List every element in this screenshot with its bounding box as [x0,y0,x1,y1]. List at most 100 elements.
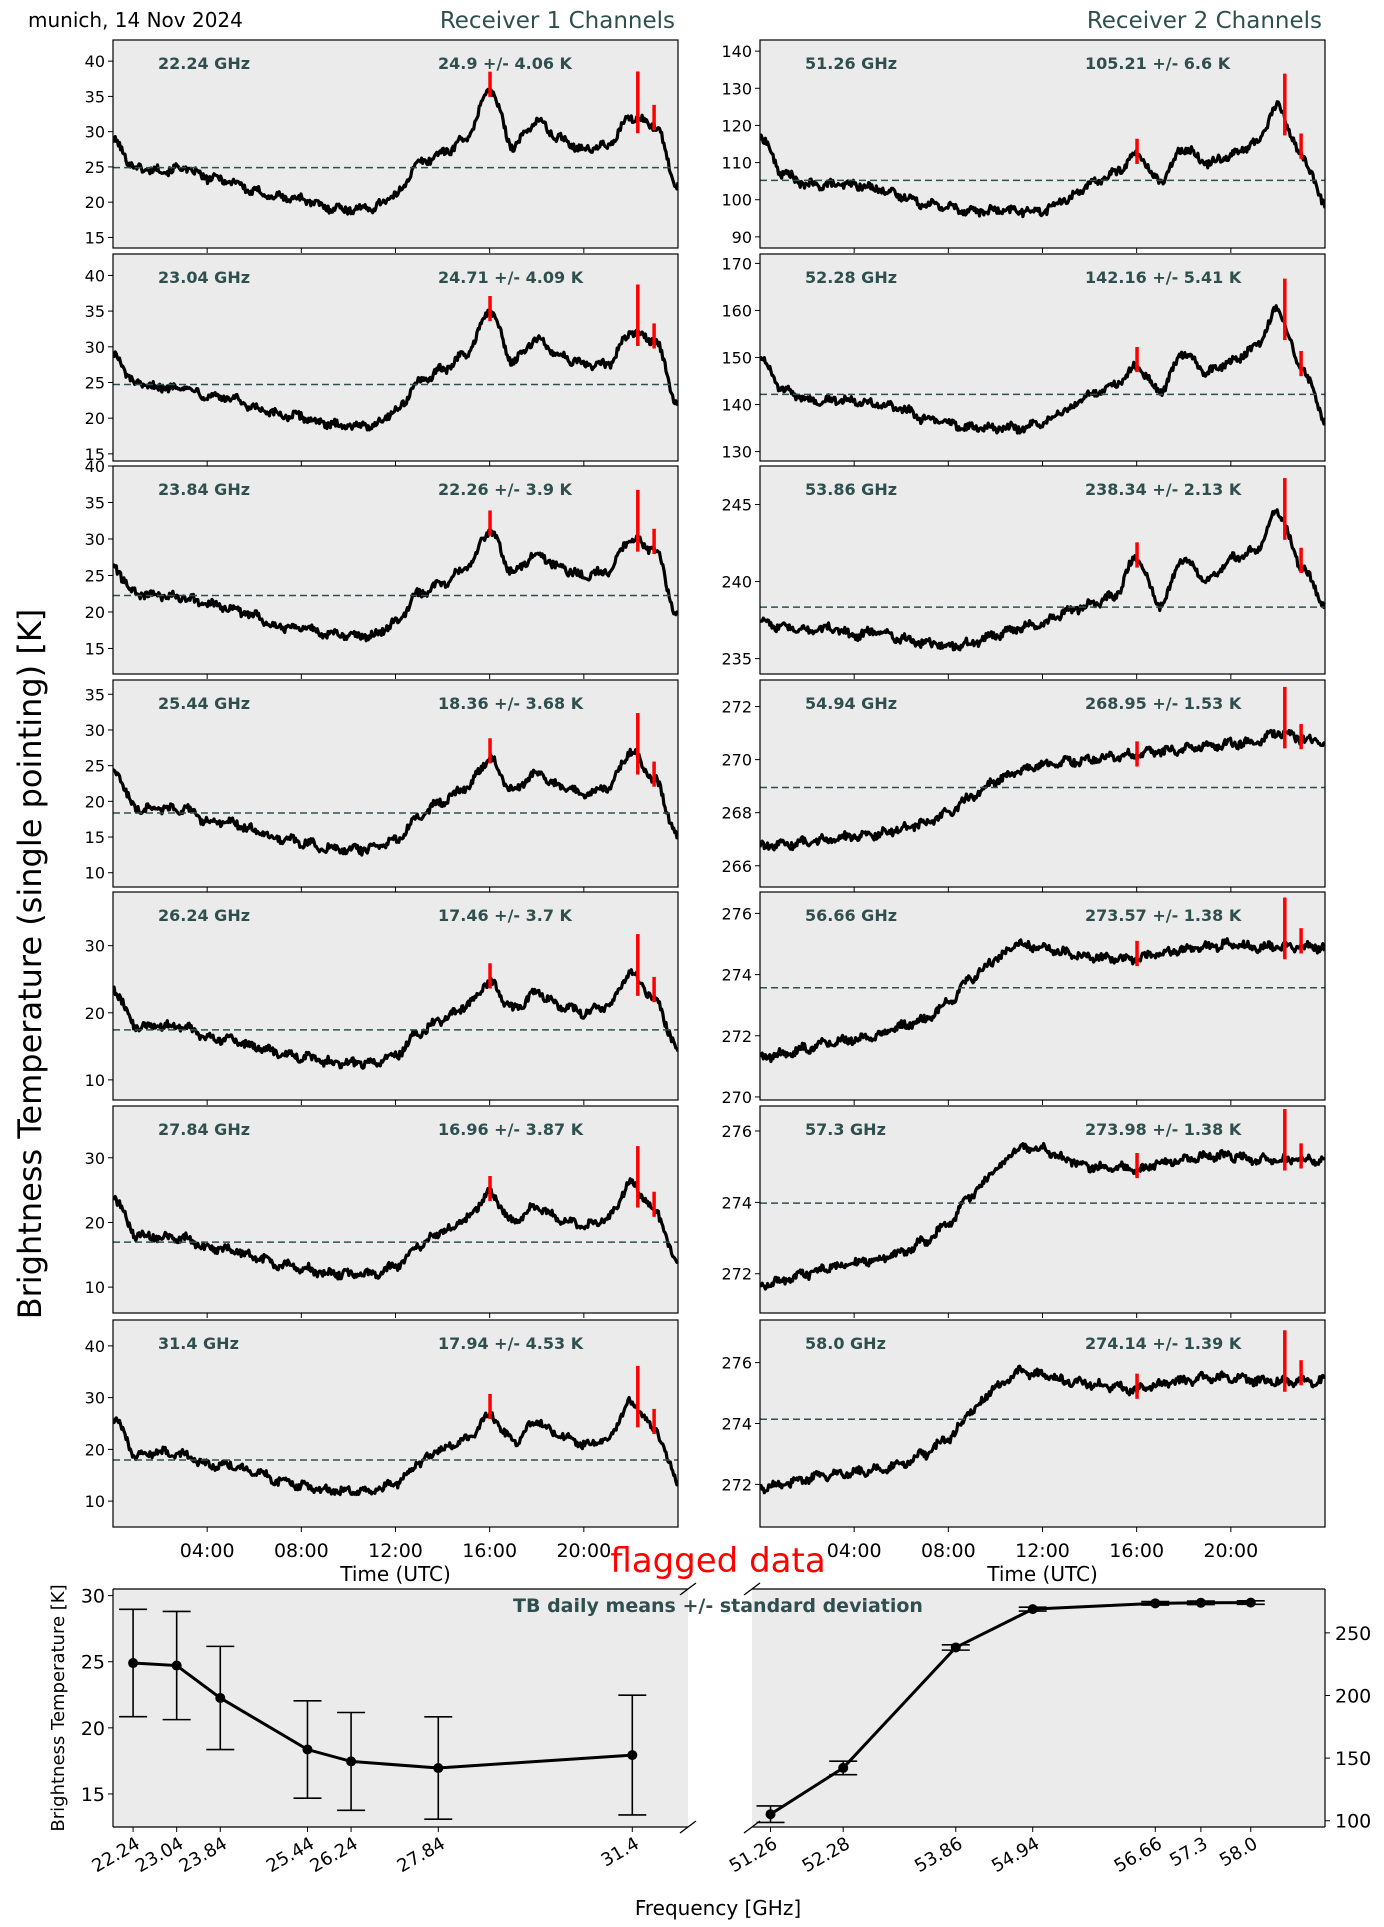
y-tick-label: 270 [721,751,752,770]
y-tick-label-right: 200 [1335,1685,1371,1707]
mean-point [838,1762,849,1773]
y-tick-label: 130 [721,79,752,98]
panel-background [113,254,678,461]
y-tick-label: 266 [721,857,752,876]
y-tick-label: 30 [85,1149,105,1168]
axis-break-gap [688,1587,752,1829]
y-tick-label: 274 [721,966,752,985]
frequency-tick-label: 23.84 [176,1833,231,1877]
panel-background [113,466,678,674]
y-tick-label: 270 [721,1088,752,1107]
mean-point [171,1660,182,1671]
panel-background [113,40,678,248]
y-tick-label: 272 [721,1265,752,1284]
mean-point [1150,1598,1161,1609]
panel-56-66-GHz: 270 272 274 276 56.66 GHz 273.57 +/- 1.38 K [721,891,1326,1107]
channel-stat-label: 274.14 +/- 1.39 K [1085,1334,1242,1353]
y-tick-label: 35 [85,302,105,321]
y-tick-label: 272 [721,1475,752,1494]
y-tick-label: 20 [85,1004,105,1023]
panel-background [760,1106,1325,1313]
time-tick-label: 04:00 [180,1540,235,1562]
channel-frequency-label: 56.66 GHz [805,906,897,925]
panel-26-24-GHz: 10 20 30 26.24 GHz 17.46 +/- 3.7 K [85,891,679,1105]
data-series-line [760,1141,1325,1291]
time-tick-label: 12:00 [1015,1540,1070,1562]
y-tick-label-right: 250 [1335,1623,1371,1645]
panel-background [113,1106,678,1313]
y-tick-label: 25 [85,757,105,776]
y-tick-label-left: 20 [81,1718,105,1740]
summary-title: TB daily means +/- standard deviation [513,1595,923,1617]
frequency-tick-label: 51.26 [726,1833,781,1877]
data-series-line [113,527,678,643]
location-date: munich, 14 Nov 2024 [28,8,243,32]
y-tick-label: 268 [721,804,752,823]
time-tick-label: 20:00 [556,1540,611,1562]
time-tick-label: 16:00 [1109,1540,1164,1562]
channel-stat-label: 273.98 +/- 1.38 K [1085,1120,1242,1139]
y-tick-label: 276 [721,1354,752,1373]
y-tick-label: 15 [85,828,105,847]
data-series-line [113,308,678,432]
frequency-tick-label: 52.28 [799,1833,854,1877]
data-series-line [760,508,1325,652]
y-tick-label-right: 150 [1335,1748,1371,1770]
panel-52-28-GHz: 130 140 150 160 170 52.28 GHz 142.16 +/- 5.41 … [721,253,1326,466]
y-tick-label: 40 [85,457,105,476]
time-axis-label: Time (UTC) [986,1562,1098,1586]
y-tick-label: 130 [721,443,752,462]
summary-y-axis-label: Brightness Temperature [K] [48,1584,69,1831]
y-tick-label: 100 [721,191,752,210]
channel-stat-label: 273.57 +/- 1.38 K [1085,906,1242,925]
y-axis-label: Brightness Temperature (single pointing)… [11,608,49,1320]
y-tick-label: 150 [721,349,752,368]
frequency-tick-label: 23.04 [132,1833,187,1877]
mean-point [1027,1604,1038,1615]
receiver1-chart: 15 20 25 30 35 40 22.24 GHz 24.9 +/- 4.06 K 15 20… [85,39,679,1586]
channel-frequency-label: 57.3 GHz [805,1120,886,1139]
y-tick-label: 30 [85,123,105,142]
panel-23-84-GHz: 15 20 25 30 35 40 23.84 GHz 22.26 +/- 3.9 K [85,457,679,679]
channel-frequency-label: 31.4 GHz [158,1334,239,1353]
panel-57-3-GHz: 272 274 276 57.3 GHz 273.98 +/- 1.38 K [721,1105,1326,1318]
y-tick-label: 20 [85,1213,105,1232]
time-tick-label: 04:00 [827,1540,882,1562]
channel-frequency-label: 53.86 GHz [805,480,897,499]
axis-break-mark [679,1582,697,1596]
channel-stat-label: 17.94 +/- 4.53 K [438,1334,584,1353]
y-tick-label: 272 [721,698,752,717]
channel-stat-label: 17.46 +/- 3.7 K [438,906,573,925]
axis-break-mark [679,1820,697,1834]
y-tick-label: 272 [721,1027,752,1046]
y-tick-label: 35 [85,685,105,704]
panel-58-0-GHz: 272 274 276 58.0 GHz 274.14 +/- 1.39 K [721,1319,1326,1532]
y-tick-label: 170 [721,254,752,273]
y-tick-label-left: 25 [81,1652,105,1674]
data-series-line [760,728,1325,852]
channel-stat-label: 105.21 +/- 6.6 K [1085,54,1231,73]
mean-point [1245,1597,1256,1608]
y-tick-label: 25 [85,158,105,177]
channel-stat-label: 16.96 +/- 3.87 K [438,1120,584,1139]
mean-point [627,1750,638,1761]
panel-23-04-GHz: 15 20 25 30 35 40 23.04 GHz 24.71 +/- 4.09 K [85,253,679,466]
frequency-tick-label: 25.44 [263,1833,318,1877]
y-tick-label: 15 [85,639,105,658]
channel-stat-label: 24.9 +/- 4.06 K [438,54,573,73]
y-tick-label: 30 [85,338,105,357]
y-tick-label-left: 30 [81,1586,105,1608]
frequency-tick-label: 31.4 [598,1833,643,1871]
y-tick-label: 10 [85,1278,105,1297]
y-tick-label: 90 [732,228,752,247]
flagged-data-legend: flagged data [610,1541,825,1581]
channel-frequency-label: 25.44 GHz [158,694,250,713]
y-tick-label: 276 [721,904,752,923]
y-tick-label-left: 15 [81,1784,105,1806]
data-series-line [760,100,1325,219]
axis-break-mark [743,1582,761,1596]
y-tick-label: 40 [85,52,105,71]
y-tick-label: 20 [85,792,105,811]
panel-31-4-GHz: 10 20 30 40 31.4 GHz 17.94 +/- 4.53 K [85,1319,679,1532]
